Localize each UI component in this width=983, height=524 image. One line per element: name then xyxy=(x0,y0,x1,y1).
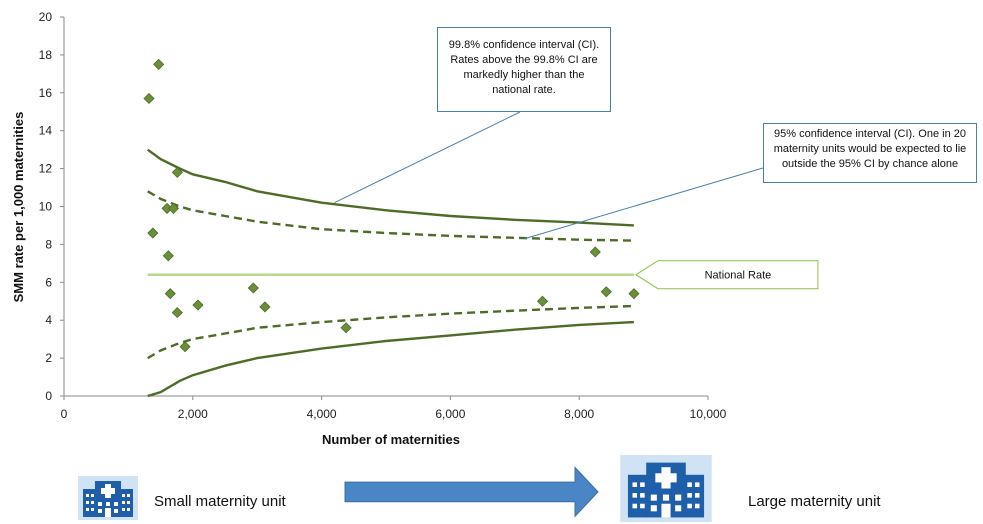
ci-998-leader xyxy=(334,111,521,204)
y-tick-label: 16 xyxy=(39,86,53,100)
data-point xyxy=(536,295,549,307)
ci-998-callout: 99.8% confidence interval (CI). Rates ab… xyxy=(437,27,611,112)
data-point xyxy=(259,301,271,313)
x-tick-label: 8,000 xyxy=(564,407,594,421)
data-point xyxy=(340,322,352,334)
data-point xyxy=(162,250,174,262)
data-point xyxy=(600,286,612,298)
upper-95-limit xyxy=(147,190,634,242)
axes xyxy=(63,17,708,397)
ci-95-leader xyxy=(524,167,764,240)
y-tick-label: 12 xyxy=(39,162,53,176)
hospital-icon xyxy=(620,455,712,522)
data-point xyxy=(628,288,640,300)
data-point xyxy=(179,341,191,353)
lower-95-limit xyxy=(147,304,634,360)
size-arrow xyxy=(344,466,599,518)
x-tick-label: 10,000 xyxy=(690,407,727,421)
small-unit-label: Small maternity unit xyxy=(154,493,286,510)
upper-998-limit xyxy=(146,148,634,227)
y-tick-label: 2 xyxy=(45,351,52,365)
lower-998-limit xyxy=(147,320,634,398)
y-tick-label: 8 xyxy=(45,237,52,251)
y-tick-label: 6 xyxy=(45,275,52,289)
hospital-icon xyxy=(78,476,138,520)
y-tick-label: 14 xyxy=(39,124,53,138)
large-unit-label: Large maternity unit xyxy=(748,493,881,510)
data-point xyxy=(247,282,259,294)
x-tick-label: 6,000 xyxy=(435,407,465,421)
data-point xyxy=(171,307,183,319)
national-rate-callout: National Rate xyxy=(635,260,819,290)
ci-95-callout: 95% confidence interval (CI). One in 20 … xyxy=(763,123,977,183)
y-tick-label: 4 xyxy=(45,313,52,327)
x-tick-label: 0 xyxy=(61,407,68,421)
tick-labels: 0 2 4 6 8 10 12 14 16 18 20 0 2,000 4,000 6,000 8,000 10… xyxy=(39,10,727,421)
data-point xyxy=(164,288,176,300)
data-point xyxy=(167,202,180,214)
x-tick-label: 2,000 xyxy=(178,407,208,421)
callout-leaders xyxy=(334,111,764,240)
confidence-limits xyxy=(146,148,634,398)
data-point xyxy=(143,92,155,105)
national-rate-arrow xyxy=(635,260,819,290)
y-tick-label: 18 xyxy=(39,48,53,62)
data-point xyxy=(171,166,183,178)
data-point xyxy=(589,246,601,258)
y-tick-label: 10 xyxy=(39,200,53,214)
x-axis-title: Number of maternities xyxy=(322,432,460,447)
y-tick-label: 0 xyxy=(45,389,52,403)
y-tick-label: 20 xyxy=(39,10,53,24)
data-points xyxy=(143,58,640,353)
data-point xyxy=(153,58,165,70)
y-axis-title: SMM rate per 1,000 maternities xyxy=(11,112,26,303)
data-point xyxy=(147,227,159,239)
x-tick-label: 4,000 xyxy=(307,407,337,421)
data-point xyxy=(192,299,204,311)
national-rate-label: National Rate xyxy=(705,270,772,282)
